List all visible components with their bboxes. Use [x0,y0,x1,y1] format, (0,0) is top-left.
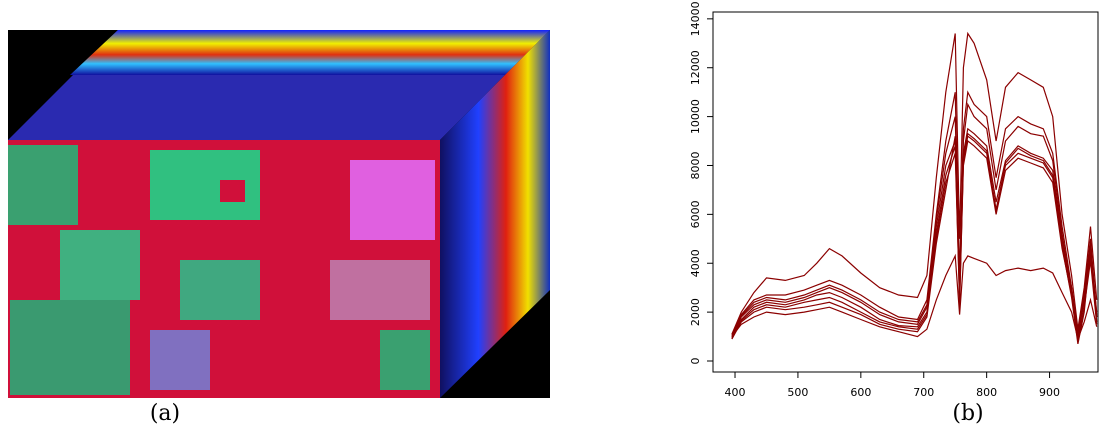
series-line [731,102,1098,340]
x-tick-label: 800 [976,386,997,399]
caption: (b) [952,401,983,426]
y-tick-label: 10000 [689,99,702,134]
y-tick-label: 0 [689,358,702,365]
y-tick-label: 4000 [689,249,702,277]
series-line [731,132,1098,345]
y-tick-label: 8000 [689,151,702,179]
x-tick-label: 500 [787,386,808,399]
x-tick-label: 900 [1039,386,1060,399]
y-tick-label: 12000 [689,50,702,85]
series-line [731,139,1098,342]
y-tick-label: 2000 [689,298,702,326]
x-tick-label: 400 [725,386,746,399]
series-line [731,31,1098,335]
series-line [731,253,1098,342]
series-line [731,135,1098,339]
hyperspectral-cube [8,30,550,398]
y-tick-label: 14000 [689,1,702,36]
y-tick-label: 6000 [689,200,702,228]
plot-box [712,11,1099,373]
x-tick-label: 600 [850,386,871,399]
x-tick-label: 700 [913,386,934,399]
caption: (a) [150,401,180,426]
